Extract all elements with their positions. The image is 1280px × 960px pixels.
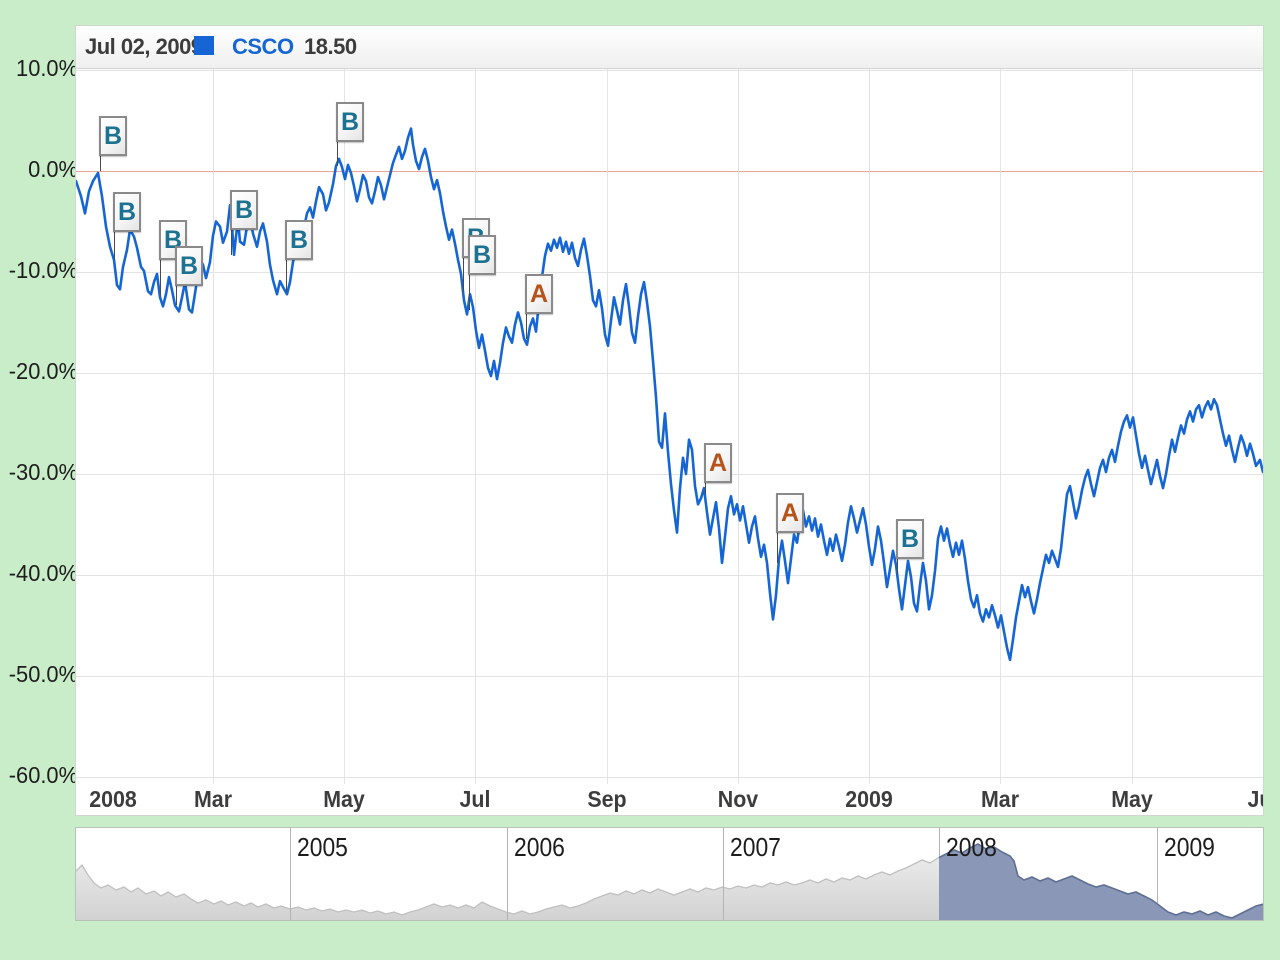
y-axis-label: -20.0% bbox=[8, 358, 78, 384]
header-price: 18.50 bbox=[304, 34, 357, 59]
trade-marker-sell[interactable]: A bbox=[704, 443, 732, 483]
trade-marker-sell[interactable]: A bbox=[776, 493, 804, 533]
trade-marker-stem bbox=[100, 154, 101, 171]
trade-marker-stem bbox=[897, 557, 898, 575]
trade-marker-buy[interactable]: B bbox=[175, 246, 203, 286]
timeline-svg bbox=[76, 828, 1263, 920]
timeline-year-label: 2005 bbox=[297, 832, 348, 862]
x-axis-label: May bbox=[1111, 786, 1153, 812]
x-axis-label: Sep bbox=[587, 786, 627, 812]
trade-marker-stem bbox=[231, 228, 232, 255]
trade-marker-stem bbox=[705, 481, 706, 494]
y-axis-label: -40.0% bbox=[8, 560, 78, 586]
timeline-panel: 2005 2006 2007 2008 2009 bbox=[75, 827, 1264, 921]
trade-marker-buy[interactable]: B bbox=[285, 220, 313, 260]
x-axis-label: 2008 bbox=[89, 786, 137, 812]
price-chart-svg bbox=[76, 69, 1263, 784]
x-axis-label: May bbox=[323, 786, 365, 812]
y-axis-label: -50.0% bbox=[8, 661, 78, 687]
trade-marker-stem bbox=[286, 258, 287, 292]
price-line-csco bbox=[76, 127, 1263, 662]
trade-marker-stem bbox=[337, 140, 338, 166]
y-axis-label: -10.0% bbox=[8, 257, 78, 283]
chart-header: Jul 02, 2009 CSCO 18.50 bbox=[76, 26, 1263, 69]
timeline-selected-area[interactable] bbox=[76, 844, 1263, 920]
x-axis-label: Jul bbox=[1247, 786, 1263, 812]
trade-marker-stem bbox=[463, 256, 464, 292]
y-axis-label: -30.0% bbox=[8, 459, 78, 485]
y-axis-label: -60.0% bbox=[8, 762, 78, 788]
main-chart-panel: Jul 02, 2009 CSCO 18.50 BBBBBBBBBAAAB 20… bbox=[75, 25, 1264, 816]
x-axis-label: Jul bbox=[459, 786, 491, 812]
y-axis-label: 0.0% bbox=[28, 156, 78, 182]
header-symbol: CSCO bbox=[232, 34, 294, 59]
x-axis: 2008 Mar May Jul Sep Nov 2009 Mar May Jul bbox=[76, 784, 1263, 815]
trade-marker-sell[interactable]: A bbox=[525, 274, 553, 314]
timeline-range-selector[interactable]: 2005 2006 2007 2008 2009 bbox=[76, 828, 1263, 920]
timeline-year-label: 2009 bbox=[1164, 832, 1215, 862]
trade-marker-stem bbox=[526, 312, 527, 339]
price-plot[interactable]: BBBBBBBBBAAAB bbox=[76, 69, 1263, 784]
timeline-year-label: 2007 bbox=[730, 832, 781, 862]
timeline-year-label: 2006 bbox=[514, 832, 565, 862]
timeline-year-label: 2008 bbox=[946, 832, 997, 862]
trade-marker-stem bbox=[777, 531, 778, 563]
series-color-chip-icon bbox=[194, 36, 214, 55]
trade-marker-buy[interactable]: B bbox=[230, 190, 258, 230]
trade-marker-stem bbox=[176, 284, 177, 305]
x-axis-label: Mar bbox=[193, 786, 233, 812]
x-axis-label: Mar bbox=[980, 786, 1020, 812]
trade-marker-buy[interactable]: B bbox=[336, 102, 364, 142]
trade-marker-stem bbox=[469, 273, 470, 310]
trade-marker-buy[interactable]: B bbox=[896, 519, 924, 559]
trade-marker-stem bbox=[160, 258, 161, 297]
trade-marker-buy[interactable]: B bbox=[468, 235, 496, 275]
trade-marker-buy[interactable]: B bbox=[113, 192, 141, 232]
x-axis-label: Nov bbox=[717, 786, 759, 812]
x-axis-label: 2009 bbox=[845, 786, 893, 812]
header-date: Jul 02, 2009 bbox=[85, 34, 203, 59]
trade-marker-buy[interactable]: B bbox=[99, 116, 127, 156]
trade-marker-stem bbox=[114, 230, 115, 260]
timeline-selected-line bbox=[939, 843, 1263, 919]
y-axis-label: 10.0% bbox=[16, 55, 78, 81]
